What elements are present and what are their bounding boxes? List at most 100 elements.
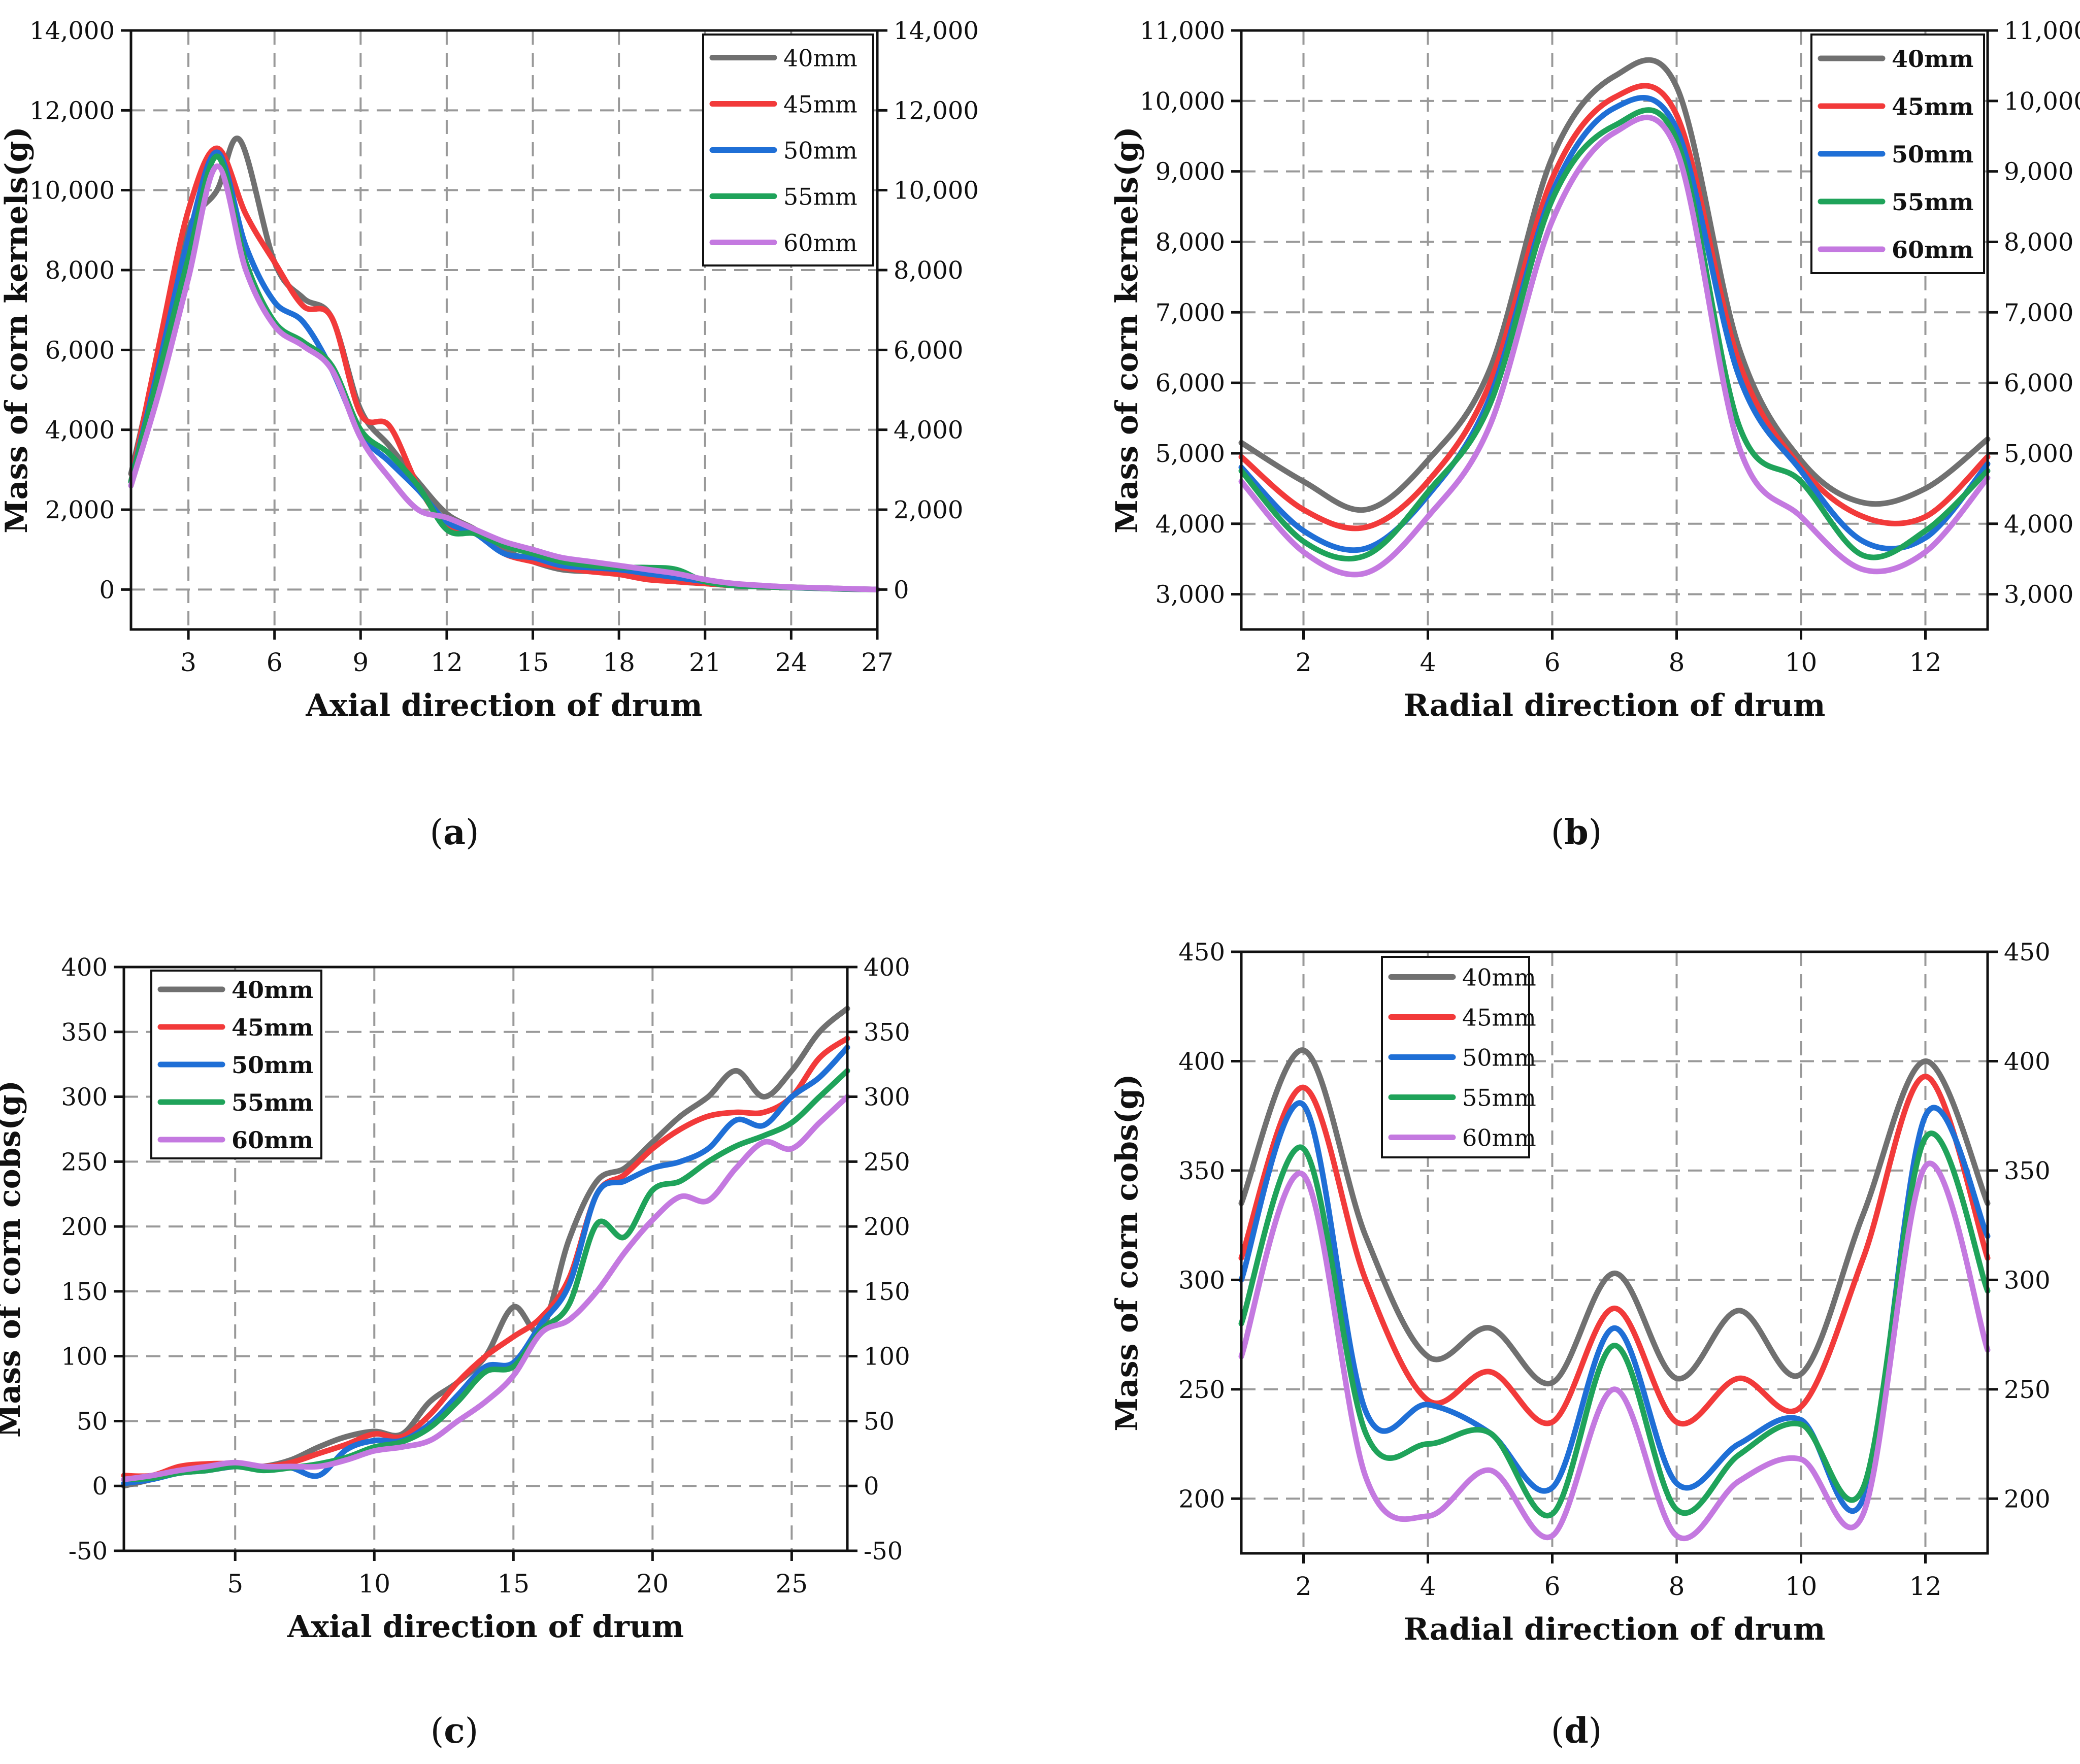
- y-tick-label-left: 4,000: [45, 416, 115, 445]
- legend-label-50mm: 50mm: [232, 1051, 313, 1079]
- panel-label-d: (d): [1500, 1711, 1653, 1751]
- x-tick-label: 6: [1544, 648, 1561, 677]
- y-tick-label-left: 300: [61, 1083, 108, 1112]
- legend: 40mm 45mm 50mm 55mm 60mm: [702, 34, 874, 267]
- y-tick-label-right: 200: [2004, 1485, 2051, 1513]
- panel-label-a-letter: a: [443, 812, 466, 853]
- y-tick-label-left: 8,000: [1155, 228, 1225, 256]
- y-tick-label-right: 2,000: [894, 496, 963, 524]
- legend-label-60mm: 60mm: [1462, 1124, 1536, 1152]
- y-tick-label-right: 10,000: [894, 177, 979, 205]
- y-tick-label-left: 400: [1178, 1047, 1225, 1076]
- y-tick-label-right: 8,000: [894, 256, 963, 285]
- x-tick-label: 18: [603, 648, 635, 677]
- y-tick-label-left: 0: [99, 576, 115, 604]
- y-tick-label-left: 6,000: [1155, 369, 1225, 397]
- y-tick-label-right: 7,000: [2004, 298, 2073, 327]
- y-tick-label-left: 250: [1178, 1376, 1225, 1404]
- chart-c: 5 10 15 20 25 -50 -50 0 0 50 50 100 100 150 150 200 200 2…: [0, 953, 910, 1645]
- legend: 40mm 45mm 50mm 55mm 60mm: [1381, 956, 1536, 1158]
- y-tick-label-right: 400: [2004, 1047, 2051, 1076]
- legend-label-55mm: 55mm: [783, 183, 857, 211]
- legend: 40mm 45mm 50mm 55mm 60mm: [150, 970, 322, 1159]
- series-line-60mm: [1238, 1160, 1991, 1541]
- legend-label-45mm: 45mm: [232, 1014, 313, 1041]
- x-tick-label: 4: [1420, 648, 1436, 677]
- y-tick-label-right: 100: [864, 1343, 910, 1371]
- series-line-60mm: [121, 1094, 850, 1482]
- x-tick-label: 15: [517, 648, 549, 677]
- series-line-45mm: [1238, 83, 1991, 531]
- y-axis-title: Mass of corn cobs(g): [0, 1080, 27, 1438]
- y-tick-label-right: 450: [2004, 938, 2051, 967]
- panel-label-d-letter: d: [1564, 1711, 1589, 1751]
- x-axis-title: Axial direction of drum: [305, 688, 702, 723]
- y-tick-label-right: 300: [2004, 1266, 2051, 1294]
- series-line-55mm: [1238, 107, 1991, 562]
- y-tick-label-right: 250: [864, 1148, 910, 1176]
- y-tick-label-right: -50: [864, 1537, 903, 1566]
- y-tick-label-right: 4,000: [2004, 510, 2073, 539]
- y-tick-label-left: 0: [92, 1472, 108, 1501]
- y-tick-label-left: 4,000: [1155, 510, 1225, 539]
- y-axis-title: Mass of corn cobs(g): [1109, 1074, 1145, 1431]
- y-tick-label-left: 200: [61, 1213, 108, 1241]
- series-line-60mm: [128, 163, 880, 592]
- panel-label-b-letter: b: [1564, 812, 1589, 853]
- legend-label-60mm: 60mm: [232, 1126, 313, 1154]
- x-tick-label: 12: [431, 648, 463, 677]
- x-tick-label: 6: [1544, 1572, 1561, 1601]
- y-tick-label-right: 6,000: [2004, 369, 2073, 397]
- y-tick-label-left: 10,000: [1140, 87, 1225, 116]
- legend-label-60mm: 60mm: [783, 229, 857, 257]
- panel-label-c: (c): [378, 1711, 531, 1751]
- series-line-55mm: [1238, 1130, 1991, 1519]
- y-tick-label-left: 200: [1178, 1485, 1225, 1513]
- x-axis-title: Radial direction of drum: [1404, 1612, 1826, 1647]
- x-tick-label: 20: [637, 1569, 669, 1599]
- x-tick-label: 10: [358, 1569, 390, 1599]
- legend: 40mm 45mm 50mm 55mm 60mm: [1810, 34, 1985, 274]
- y-tick-label-left: 8,000: [45, 256, 115, 285]
- plot-frame: [1240, 29, 1989, 631]
- y-tick-label-left: 350: [61, 1018, 108, 1047]
- legend-label-40mm: 40mm: [783, 45, 857, 72]
- panel-label-b-close: ): [1588, 813, 1602, 853]
- y-tick-label-right: 200: [864, 1213, 910, 1241]
- legend-label-50mm: 50mm: [1892, 141, 1973, 168]
- y-tick-label-left: 300: [1178, 1266, 1225, 1294]
- y-tick-label-right: 6,000: [894, 336, 963, 364]
- chart-d: 2 4 6 8 10 12 200 200 250 250 300 300 350 350 400 400 45…: [1109, 938, 2051, 1647]
- y-tick-label-left: 3,000: [1155, 581, 1225, 609]
- y-tick-label-left: 450: [1178, 938, 1225, 967]
- legend-label-40mm: 40mm: [1462, 964, 1536, 991]
- legend-label-45mm: 45mm: [1462, 1004, 1536, 1031]
- x-tick-label: 12: [1909, 1572, 1942, 1601]
- x-tick-label: 15: [497, 1569, 530, 1599]
- y-tick-label-right: 150: [864, 1278, 910, 1306]
- y-tick-label-left: 150: [61, 1278, 108, 1306]
- x-tick-label: 12: [1909, 648, 1942, 677]
- y-tick-label-left: 250: [61, 1148, 108, 1176]
- y-tick-label-right: 4,000: [894, 416, 963, 445]
- panel-label-d-close: ): [1588, 1711, 1602, 1751]
- y-tick-label-left: 100: [61, 1343, 108, 1371]
- y-tick-label-right: 300: [864, 1083, 910, 1112]
- y-tick-label-right: 12,000: [894, 96, 979, 125]
- legend-label-40mm: 40mm: [1892, 45, 1973, 73]
- y-axis-title: Mass of corn kernels(g): [1109, 126, 1145, 534]
- x-tick-label: 8: [1669, 1572, 1685, 1601]
- panel-label-c-letter: c: [444, 1711, 465, 1751]
- panel-label-c-open: (: [430, 1711, 444, 1751]
- chart-b: 2 4 6 8 10 12 3,000 3,000 4,000 4,000 5,000 5,000 6,…: [1109, 17, 2080, 723]
- y-tick-label-left: 350: [1178, 1157, 1225, 1185]
- plot-frame: [1240, 950, 1989, 1555]
- y-tick-label-right: 250: [2004, 1376, 2051, 1404]
- legend-label-40mm: 40mm: [232, 976, 313, 1004]
- series-line-55mm: [121, 1068, 850, 1482]
- panel-label-b: (b): [1500, 812, 1653, 853]
- plot-frame: [122, 966, 849, 1552]
- y-tick-label-right: 5,000: [2004, 440, 2073, 468]
- series-line-60mm: [1238, 114, 1991, 578]
- x-tick-label: 27: [861, 648, 894, 677]
